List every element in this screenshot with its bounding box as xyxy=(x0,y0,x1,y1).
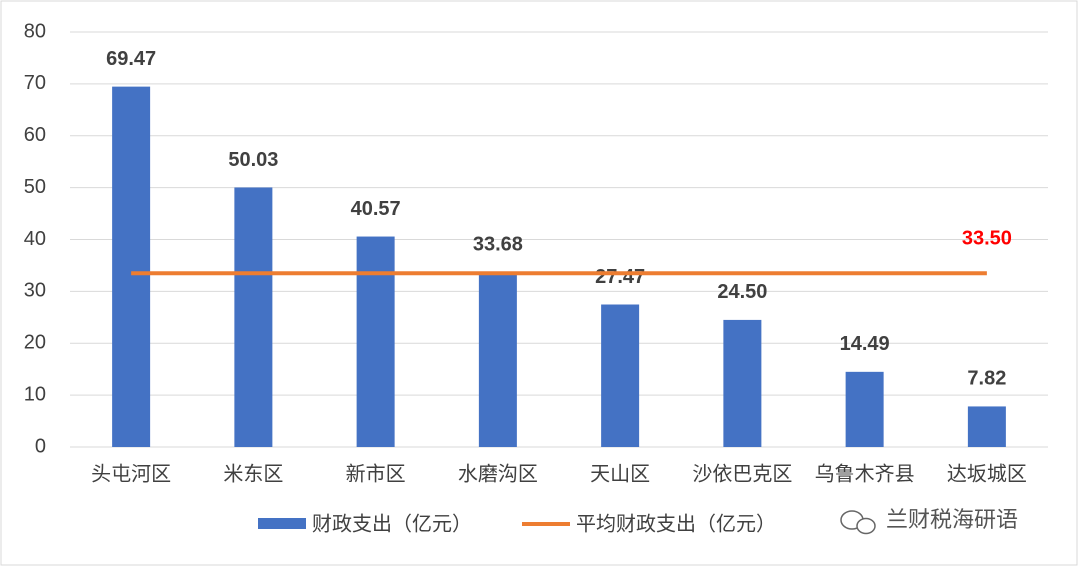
data-label: 27.47 xyxy=(595,266,645,288)
y-tick-label: 60 xyxy=(24,124,46,146)
data-label: 33.68 xyxy=(473,234,523,256)
bar xyxy=(845,371,884,447)
data-label: 14.49 xyxy=(840,333,890,355)
x-tick-label: 天山区 xyxy=(590,462,650,485)
bar xyxy=(601,304,640,447)
data-label: 69.47 xyxy=(106,48,156,70)
bar xyxy=(967,406,1006,447)
x-tick-label: 新市区 xyxy=(346,462,406,485)
data-label: 24.50 xyxy=(717,281,767,303)
x-tick-label: 达坂城区 xyxy=(947,462,1027,485)
x-tick-label: 米东区 xyxy=(223,462,283,485)
watermark-icon xyxy=(840,510,876,535)
y-tick-label: 20 xyxy=(24,332,46,354)
data-label: 50.03 xyxy=(228,149,278,171)
y-tick-label: 80 xyxy=(24,20,46,42)
x-tick-label: 乌鲁木齐县 xyxy=(815,462,915,485)
data-label: 33.50 xyxy=(962,228,1012,250)
y-tick-label: 0 xyxy=(35,435,46,457)
y-tick-label: 70 xyxy=(24,72,46,94)
bar xyxy=(356,236,395,447)
y-tick-label: 50 xyxy=(24,176,46,198)
y-tick-label: 10 xyxy=(24,383,46,405)
bar xyxy=(723,319,762,447)
data-label: 40.57 xyxy=(351,198,401,220)
y-tick-label: 30 xyxy=(24,280,46,302)
watermark: 兰财税海研语 xyxy=(886,507,1018,532)
x-tick-label: 水磨沟区 xyxy=(458,462,538,485)
bar xyxy=(478,272,517,447)
legend-swatch xyxy=(258,518,306,529)
legend-label: 平均财政支出（亿元） xyxy=(576,512,776,535)
x-tick-label: 头屯河区 xyxy=(91,462,171,485)
bar xyxy=(234,187,273,448)
x-tick-label: 沙依巴克区 xyxy=(692,462,792,485)
legend-label: 财政支出（亿元） xyxy=(312,512,472,535)
data-label: 7.82 xyxy=(967,368,1006,390)
bar xyxy=(112,86,151,447)
y-tick-label: 40 xyxy=(24,228,46,250)
